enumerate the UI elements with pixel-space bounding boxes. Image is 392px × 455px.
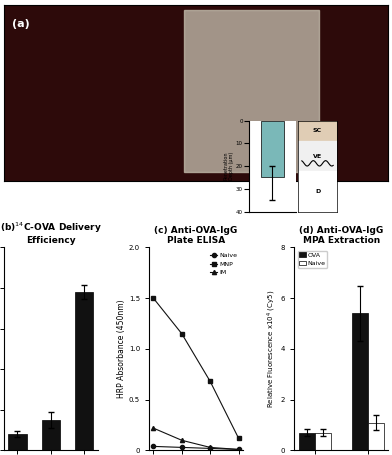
Line: MNP: MNP [151, 296, 241, 440]
Text: VE: VE [313, 154, 322, 158]
Y-axis label: HRP Absorbance (450nm): HRP Absorbance (450nm) [117, 300, 126, 398]
Text: SC: SC [313, 128, 322, 133]
Naive [180, 445, 184, 450]
Bar [299, 433, 315, 450]
IM [236, 447, 241, 452]
Y-axis label: Penetration
Depth (μm): Penetration Depth (μm) [223, 152, 234, 180]
IM [208, 445, 212, 450]
Bar [261, 121, 284, 177]
MNP [180, 331, 184, 336]
Bar [368, 423, 384, 450]
MNP [151, 295, 156, 301]
Text: D: D [315, 189, 320, 194]
MNP [208, 379, 212, 384]
Title: (d) Anti-OVA-IgG
MPA Extraction: (d) Anti-OVA-IgG MPA Extraction [299, 226, 383, 245]
Bar [298, 141, 337, 171]
Legend: OVA, Naive: OVA, Naive [298, 251, 327, 268]
Legend: Naive, MNP, IM: Naive, MNP, IM [207, 251, 240, 278]
Y-axis label: Relative Fluorescence x10$^{4}$ (Cy5): Relative Fluorescence x10$^{4}$ (Cy5) [266, 290, 278, 408]
Naive [236, 447, 241, 452]
Bar [315, 433, 330, 450]
Bar [8, 434, 27, 450]
Title: (b)$^{14}$C-OVA Delivery
Efficiency: (b)$^{14}$C-OVA Delivery Efficiency [0, 221, 102, 245]
Bar [75, 292, 93, 450]
MNP [236, 435, 241, 441]
Bar [352, 313, 368, 450]
Naive [208, 446, 212, 451]
Title: (c) Anti-OVA-IgG
Plate ELISA: (c) Anti-OVA-IgG Plate ELISA [154, 226, 238, 245]
Bar [42, 420, 60, 450]
IM [151, 425, 156, 431]
Bar [298, 121, 337, 141]
IM [180, 438, 184, 443]
Text: (a): (a) [12, 19, 29, 29]
Line: Naive: Naive [151, 444, 241, 451]
Bar [185, 10, 319, 172]
Bar [298, 171, 337, 212]
Line: IM: IM [151, 426, 241, 451]
Naive [151, 444, 156, 449]
